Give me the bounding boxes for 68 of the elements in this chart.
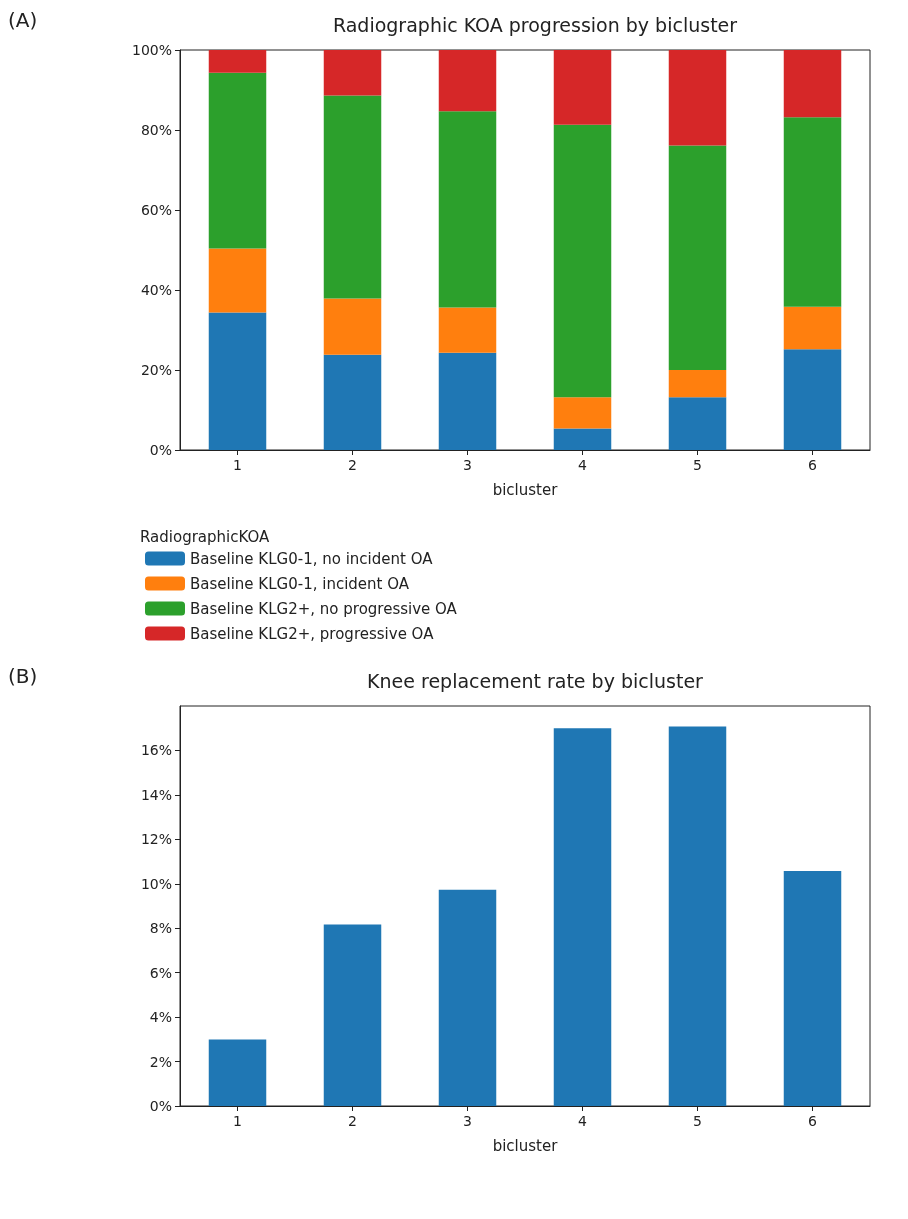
bar xyxy=(323,95,382,299)
y-tick-label: 6% xyxy=(149,964,172,981)
y-tick-label: 16% xyxy=(140,742,172,759)
text: (B) xyxy=(8,664,38,688)
x-tick-label: 4 xyxy=(578,457,588,473)
x-tick-label: 6 xyxy=(808,457,818,473)
bar xyxy=(323,298,382,355)
bar xyxy=(783,306,842,350)
y-tick-label: 14% xyxy=(140,786,172,803)
bar xyxy=(553,124,612,398)
bar xyxy=(783,117,842,307)
bar xyxy=(553,50,612,125)
legend-title: RadiographicKOA xyxy=(140,527,271,546)
y-tick-label: 12% xyxy=(140,831,172,848)
bar xyxy=(668,726,727,1106)
x-tick-label: 1 xyxy=(233,1113,242,1129)
y-tick-label: 4% xyxy=(149,1009,172,1026)
bar xyxy=(208,1039,267,1106)
x-tick-label: 2 xyxy=(348,1113,357,1129)
bar xyxy=(208,50,267,73)
legend-label: Baseline KLG2+, no progressive OA xyxy=(190,599,458,618)
y-tick-label: 60% xyxy=(140,202,172,218)
y-tick-label: 40% xyxy=(140,282,172,298)
legend-label: Baseline KLG0-1, no incident OA xyxy=(190,549,434,568)
text: (A) xyxy=(8,8,38,32)
bar xyxy=(323,924,382,1106)
bar xyxy=(783,349,842,450)
y-tick-label: 0% xyxy=(149,442,172,458)
bar xyxy=(438,889,497,1106)
x-tick-label: 5 xyxy=(693,1113,702,1129)
bar xyxy=(553,428,612,450)
x-tick-label: 6 xyxy=(808,1113,818,1129)
y-tick-label: 2% xyxy=(149,1053,172,1070)
x-tick-label: 1 xyxy=(233,457,242,473)
x-tick-label: 2 xyxy=(348,457,357,473)
x-tick-label: 4 xyxy=(578,1113,588,1129)
y-tick-label: 80% xyxy=(140,122,172,138)
bar xyxy=(323,50,382,96)
bar xyxy=(668,145,727,370)
bar xyxy=(668,370,727,398)
legend-label: Baseline KLG2+, progressive OA xyxy=(190,624,435,643)
bar xyxy=(438,307,497,353)
bar xyxy=(208,312,267,450)
bar xyxy=(783,50,842,118)
bar xyxy=(668,397,727,450)
bar xyxy=(208,72,267,249)
y-tick-label: 0% xyxy=(149,1098,172,1114)
chart-title: Radiographic KOA progression by bicluster xyxy=(332,13,738,36)
bar xyxy=(553,728,612,1106)
bar xyxy=(208,248,267,313)
x-tick-label: 5 xyxy=(693,457,702,473)
y-tick-label: 20% xyxy=(140,362,172,378)
bar xyxy=(438,111,497,308)
y-tick-label: 100% xyxy=(131,42,172,58)
bar xyxy=(438,50,497,112)
x-axis-title: bicluster xyxy=(492,1136,559,1155)
y-tick-label: 8% xyxy=(149,920,172,937)
bar xyxy=(783,871,842,1106)
y-tick-label: 10% xyxy=(140,875,172,892)
bar xyxy=(553,397,612,429)
legend-label: Baseline KLG0-1, incident OA xyxy=(190,574,410,593)
x-axis-title: bicluster xyxy=(492,480,559,499)
bar xyxy=(668,50,727,146)
chart-title: Knee replacement rate by bicluster xyxy=(367,669,704,692)
x-tick-label: 3 xyxy=(463,1113,472,1129)
bar xyxy=(438,352,497,450)
bar xyxy=(323,354,382,450)
x-tick-label: 3 xyxy=(463,457,472,473)
